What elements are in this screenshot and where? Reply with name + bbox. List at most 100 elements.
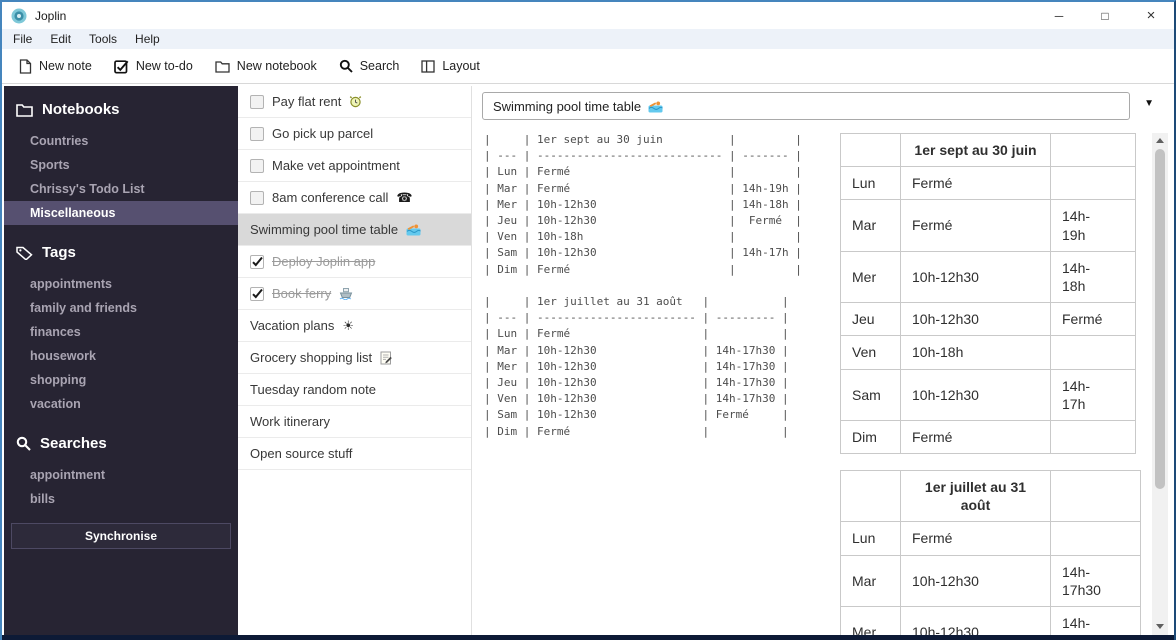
note-list-item[interactable]: Tuesday random note (238, 374, 471, 406)
todo-checkbox[interactable] (250, 158, 264, 173)
memo-emoji (380, 351, 392, 365)
table-cell: Dim (840, 419, 901, 455)
window-controls: ─ □ × (1036, 2, 1174, 29)
new-note-button[interactable]: New note (8, 49, 103, 83)
sidebar-item-family-and-friends[interactable]: family and friends (30, 301, 137, 315)
close-button[interactable]: × (1146, 7, 1156, 24)
swimmer-emoji (648, 100, 663, 113)
table-cell: 10h-12h30 (900, 554, 1051, 608)
scroll-down-arrow-icon[interactable] (1156, 624, 1164, 629)
table-cell: 10h-12h30 (900, 368, 1051, 421)
note-list-item[interactable]: Deploy Joplin app (238, 246, 471, 278)
table-header-cell: 1er sept au 30 juin (900, 133, 1051, 168)
sidebar-header-tags[interactable]: Tags (4, 225, 238, 272)
todo-checkbox[interactable] (250, 94, 264, 109)
note-list-item[interactable]: Book ferry (238, 278, 471, 310)
menu-item-file[interactable]: File (13, 32, 33, 46)
maximize-button[interactable]: □ (1101, 8, 1109, 23)
menu-item-tools[interactable]: Tools (89, 32, 118, 46)
table-cell: 10h-18h (900, 335, 1051, 370)
sidebar-item-appointment[interactable]: appointment (30, 468, 105, 482)
new-notebook-button[interactable]: New notebook (204, 49, 328, 83)
sidebar-item-chrissy-s-todo-list[interactable]: Chrissy's Todo List (30, 182, 145, 196)
table-cell: Sam (840, 368, 901, 421)
search-button[interactable]: Search (328, 49, 411, 83)
table-cell: 14h- 18h (1050, 250, 1136, 304)
note-list-item[interactable]: Swimming pool time table (238, 214, 471, 246)
sidebar-item-finances[interactable]: finances (30, 325, 81, 339)
sidebar-item-appointments[interactable]: appointments (30, 277, 112, 291)
table-cell (1050, 521, 1141, 556)
table-row: Ven 10h-18h (840, 335, 1136, 370)
preview-table: 1er juillet au 31 août Lun Fermé Mar 10h-12h… (840, 470, 1141, 637)
table-row: Lun Fermé (840, 166, 1136, 201)
table-row: Mar Fermé 14h- 19h (840, 199, 1136, 252)
table-cell: Mer (840, 605, 901, 637)
table-header-cell: 1er juillet au 31 août (900, 470, 1051, 523)
layout-icon (421, 59, 435, 73)
main-area: Notebooks Countries Sports Chrissy's Todo L… (4, 86, 1172, 637)
sidebar-item-shopping[interactable]: shopping (30, 373, 87, 387)
scrollbar-thumb[interactable] (1155, 149, 1165, 489)
sidebar-item-bills[interactable]: bills (30, 492, 56, 506)
new-to-do-button[interactable]: New to-do (103, 49, 204, 83)
new-todo-icon (113, 59, 129, 74)
scroll-up-arrow-icon[interactable] (1156, 138, 1164, 143)
preview-scrollbar[interactable] (1152, 133, 1168, 635)
table-cell: Mer (840, 250, 901, 304)
note-title-text: Swimming pool time table (493, 98, 642, 114)
table-cell: Fermé (1050, 302, 1136, 337)
todo-checkbox[interactable] (250, 286, 264, 301)
table-cell: Ven (840, 335, 901, 370)
table-cell: 14h-17h30 (1050, 605, 1141, 637)
window-title: Joplin (35, 8, 67, 23)
table-header-cell (1050, 133, 1136, 168)
note-list-item[interactable]: Vacation plans ☀ (238, 310, 471, 342)
todo-checkbox[interactable] (250, 126, 264, 141)
note-title-dropdown-arrow[interactable]: ▼ (1144, 98, 1154, 109)
alarm-clock-emoji (349, 95, 362, 108)
note-list-item[interactable]: Grocery shopping list (238, 342, 471, 374)
sidebar-item-miscellaneous[interactable]: Miscellaneous (4, 201, 238, 225)
sidebar-item-housework[interactable]: housework (30, 349, 96, 363)
table-row: Sam 10h-12h30 14h- 17h (840, 368, 1136, 421)
table-cell: Mar (840, 554, 901, 608)
table-cell: Jeu (840, 302, 901, 337)
note-list-item[interactable]: Go pick up parcel (238, 118, 471, 150)
table-row: Mer 10h-12h30 14h- 18h (840, 250, 1136, 304)
table-row: Lun Fermé (840, 521, 1141, 556)
minimize-button[interactable]: ─ (1054, 8, 1064, 23)
markdown-editor[interactable]: | | 1er sept au 30 juin | | | --- | ----… (484, 133, 802, 438)
table-cell: 10h-12h30 (900, 250, 1051, 304)
synchronise-button[interactable]: Synchronise (11, 523, 231, 549)
note-list-item[interactable]: Make vet appointment (238, 150, 471, 182)
menu-item-edit[interactable]: Edit (50, 32, 72, 46)
note-title-input[interactable]: Swimming pool time table (482, 92, 1130, 120)
menu-bar: File Edit Tools Help (2, 29, 1174, 49)
note-list: Pay flat rent Go pick up parcel Make vet a… (238, 86, 472, 635)
sidebar-item-countries[interactable]: Countries (30, 134, 89, 148)
layout-button[interactable]: Layout (410, 49, 491, 83)
table-cell: Lun (840, 521, 901, 556)
markdown-preview: 1er sept au 30 juin Lun Fermé Mar Fermé 14h- 1… (840, 133, 1156, 637)
sidebar-header-searches[interactable]: Searches (4, 416, 238, 463)
todo-checkbox[interactable] (250, 190, 264, 205)
table-header-row: 1er juillet au 31 août (840, 470, 1141, 523)
table-header-cell (1050, 470, 1141, 523)
table-header-row: 1er sept au 30 juin (840, 133, 1136, 168)
searches-icon (16, 436, 31, 451)
note-list-item[interactable]: 8am conference call ☎ (238, 182, 471, 214)
table-cell: Fermé (900, 199, 1051, 252)
note-list-item[interactable]: Work itinerary (238, 406, 471, 438)
menu-item-help[interactable]: Help (135, 32, 160, 46)
note-list-item[interactable]: Open source stuff (238, 438, 471, 470)
table-cell: Lun (840, 166, 901, 201)
note-list-item[interactable]: Pay flat rent (238, 86, 471, 118)
todo-checkbox[interactable] (250, 254, 264, 269)
joplin-logo-icon (11, 8, 27, 24)
sidebar-item-vacation[interactable]: vacation (30, 397, 81, 411)
sidebar-item-sports[interactable]: Sports (30, 158, 70, 172)
table-cell (1050, 335, 1136, 370)
sidebar-header-notebooks[interactable]: Notebooks (4, 86, 238, 129)
